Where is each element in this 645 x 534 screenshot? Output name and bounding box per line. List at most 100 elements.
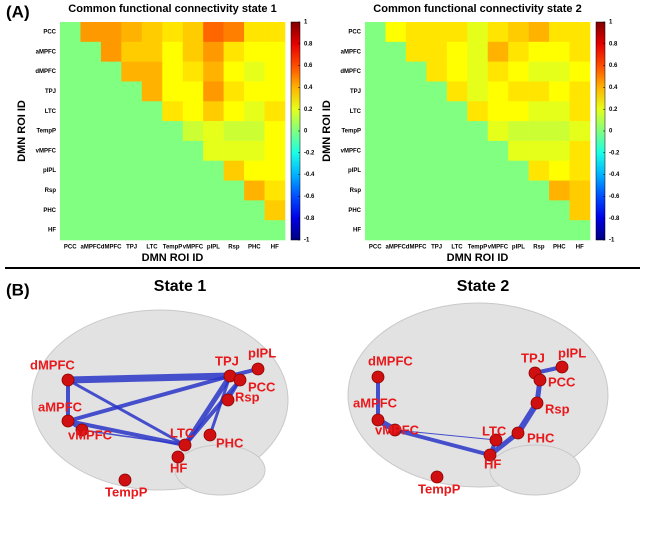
cell bbox=[446, 81, 468, 102]
cell bbox=[446, 121, 468, 142]
cell bbox=[569, 121, 591, 142]
y-tick-label: PCC bbox=[348, 29, 361, 35]
cell bbox=[141, 220, 163, 241]
edge bbox=[208, 375, 232, 436]
edge bbox=[67, 372, 231, 384]
y-tick-label: aMPFC bbox=[36, 49, 57, 55]
node-label: TPJ bbox=[521, 350, 545, 365]
cell bbox=[467, 200, 489, 221]
cell bbox=[426, 140, 448, 162]
y-tick-label: HF bbox=[353, 228, 361, 234]
colorbar-label: -0.8 bbox=[304, 216, 315, 222]
cell bbox=[426, 220, 448, 241]
colorbar-label: -0.2 bbox=[609, 150, 620, 156]
cell bbox=[508, 101, 529, 122]
cell bbox=[487, 61, 509, 82]
cell bbox=[508, 160, 529, 181]
x-tick-label: aMPFC bbox=[386, 245, 407, 251]
cell bbox=[508, 81, 529, 102]
y-tick-label: aMPFC bbox=[341, 49, 362, 55]
x-tick-label: PCC bbox=[64, 245, 77, 251]
cell bbox=[80, 81, 102, 102]
cell bbox=[365, 160, 386, 181]
cell bbox=[100, 61, 122, 82]
cell bbox=[467, 41, 489, 62]
cell bbox=[528, 101, 550, 122]
node-label: TPJ bbox=[215, 353, 239, 368]
cell bbox=[467, 140, 489, 162]
cell bbox=[80, 41, 102, 62]
cell bbox=[426, 81, 448, 102]
node-label: vMPFC bbox=[68, 427, 113, 442]
cell bbox=[203, 61, 224, 82]
cell bbox=[385, 22, 407, 43]
colorbar-label: -0.4 bbox=[304, 172, 315, 178]
cell bbox=[528, 22, 550, 43]
cell bbox=[569, 160, 591, 181]
cell bbox=[223, 180, 245, 201]
cell bbox=[508, 200, 529, 221]
x-tick-label: Rsp bbox=[533, 245, 545, 251]
cell bbox=[182, 81, 204, 102]
cell bbox=[121, 180, 143, 201]
cell bbox=[182, 220, 204, 241]
cell bbox=[141, 41, 163, 62]
cell bbox=[264, 160, 286, 181]
node bbox=[233, 373, 247, 387]
colorbar-label: 0.4 bbox=[609, 85, 618, 91]
cell bbox=[264, 41, 286, 62]
node-label: TempP bbox=[418, 481, 461, 496]
node-label: pIPL bbox=[558, 345, 586, 360]
network-title: State 1 bbox=[154, 278, 207, 295]
node-label: Rsp bbox=[235, 389, 260, 404]
node bbox=[61, 414, 75, 428]
cell bbox=[487, 81, 509, 102]
cell bbox=[223, 81, 245, 102]
cell bbox=[121, 41, 143, 62]
cell bbox=[121, 160, 143, 181]
cell bbox=[467, 160, 489, 181]
node bbox=[388, 423, 402, 437]
cell bbox=[60, 180, 81, 201]
node bbox=[75, 423, 89, 437]
cell bbox=[182, 121, 204, 142]
cell bbox=[264, 140, 286, 162]
node-label: dMPFC bbox=[368, 353, 413, 368]
cell bbox=[264, 220, 286, 241]
cell bbox=[487, 160, 509, 181]
cell bbox=[528, 180, 550, 201]
node-label: TempP bbox=[105, 484, 148, 499]
cell bbox=[223, 101, 245, 122]
cell bbox=[467, 180, 489, 201]
x-tick-label: HF bbox=[576, 245, 584, 251]
cell bbox=[385, 140, 407, 162]
cell bbox=[223, 121, 245, 142]
x-tick-label: LTC bbox=[451, 245, 463, 251]
cell bbox=[244, 61, 265, 82]
cell bbox=[508, 41, 529, 62]
x-axis-label: DMN ROI ID bbox=[142, 252, 204, 264]
cell bbox=[426, 22, 448, 43]
cell bbox=[365, 61, 386, 82]
cell bbox=[446, 200, 468, 221]
colorbar-label: 0.8 bbox=[609, 41, 618, 47]
cell bbox=[244, 140, 265, 162]
cell bbox=[264, 180, 286, 201]
node-label: pIPL bbox=[248, 345, 276, 360]
cell bbox=[569, 140, 591, 162]
cell bbox=[121, 140, 143, 162]
cell bbox=[528, 220, 550, 241]
colorbar-label: 0.2 bbox=[609, 107, 618, 113]
node bbox=[511, 426, 525, 440]
node bbox=[118, 473, 132, 487]
cell bbox=[405, 81, 427, 102]
cell bbox=[365, 140, 386, 162]
cell bbox=[385, 41, 407, 62]
cell bbox=[549, 180, 570, 201]
cell bbox=[446, 22, 468, 43]
cell bbox=[405, 61, 427, 82]
cell bbox=[365, 121, 386, 142]
cell bbox=[528, 140, 550, 162]
cell bbox=[264, 81, 286, 102]
cell bbox=[569, 220, 591, 241]
